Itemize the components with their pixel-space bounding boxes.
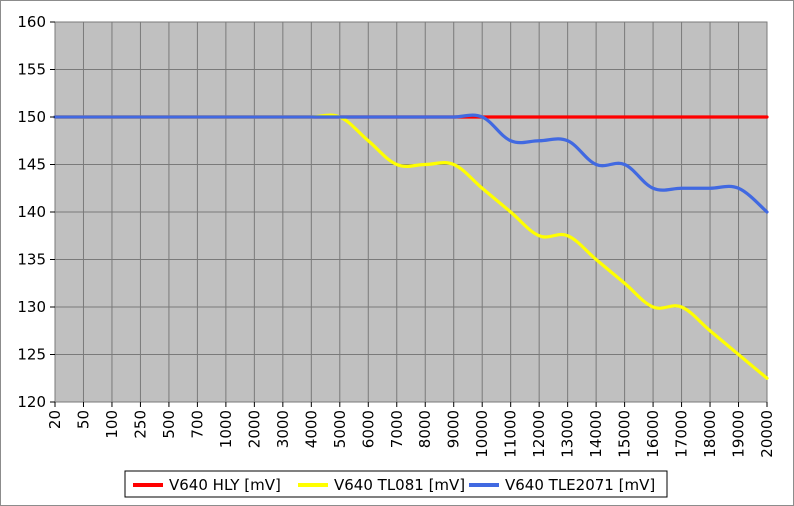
- x-tick-label: 10000: [473, 410, 491, 458]
- y-tick-label: 120: [17, 393, 46, 411]
- x-tick-label: 18000: [701, 410, 719, 458]
- x-tick-label: 6000: [359, 410, 377, 448]
- y-tick-label: 135: [17, 251, 46, 269]
- x-tick-label: 50: [74, 410, 92, 429]
- legend-label-2: V640 TL081 [mV]: [334, 476, 465, 494]
- y-axis: 120 125 130 135 140 145 150 155 160: [17, 13, 55, 411]
- x-tick-label: 20: [46, 410, 64, 429]
- series-lines: [53, 113, 769, 380]
- x-tick-label: 250: [131, 410, 149, 439]
- x-tick-label: 9000: [445, 410, 463, 448]
- y-tick-label: 125: [17, 346, 46, 364]
- y-tick-label: 145: [17, 156, 46, 174]
- legend-label-3: V640 TLE2071 [mV]: [505, 476, 655, 494]
- x-tick-label: 8000: [416, 410, 434, 448]
- x-tick-label: 2000: [245, 410, 263, 448]
- x-axis: 20 50 100 250 500 700 1000 2000 3000 4000 5000 6000…: [46, 402, 776, 458]
- legend-box: [124, 470, 668, 498]
- x-tick-label: 1000: [217, 410, 235, 448]
- x-tick-label: 13000: [559, 410, 577, 458]
- x-tick-label: 17000: [673, 410, 691, 458]
- x-tick-label: 14000: [587, 410, 605, 458]
- y-tick-label: 130: [17, 298, 46, 316]
- x-tick-label: 19000: [730, 410, 748, 458]
- legend: V640 HLY [mV] V640 TL081 [mV] V640 TLE2071…: [124, 470, 668, 498]
- x-tick-label: 11000: [502, 410, 520, 458]
- legend-label-1: V640 HLY [mV]: [169, 476, 281, 494]
- x-tick-label: 7000: [388, 410, 406, 448]
- x-tick-label: 16000: [644, 410, 662, 458]
- x-tick-label: 15000: [616, 410, 634, 458]
- x-tick-label: 3000: [274, 410, 292, 448]
- x-tick-label: 4000: [302, 410, 320, 448]
- x-tick-label: 500: [160, 410, 178, 439]
- grid-lines: [54, 21, 768, 403]
- x-tick-label: 20000: [758, 410, 776, 458]
- y-tick-label: 140: [17, 203, 46, 221]
- y-tick-label: 155: [17, 61, 46, 79]
- x-tick-label: 5000: [331, 410, 349, 448]
- x-tick-label: 700: [188, 410, 206, 439]
- x-tick-label: 12000: [530, 410, 548, 458]
- series-line-3: [53, 113, 769, 214]
- y-tick-label: 160: [17, 13, 46, 31]
- y-tick-label: 150: [17, 108, 46, 126]
- x-tick-label: 100: [103, 410, 121, 439]
